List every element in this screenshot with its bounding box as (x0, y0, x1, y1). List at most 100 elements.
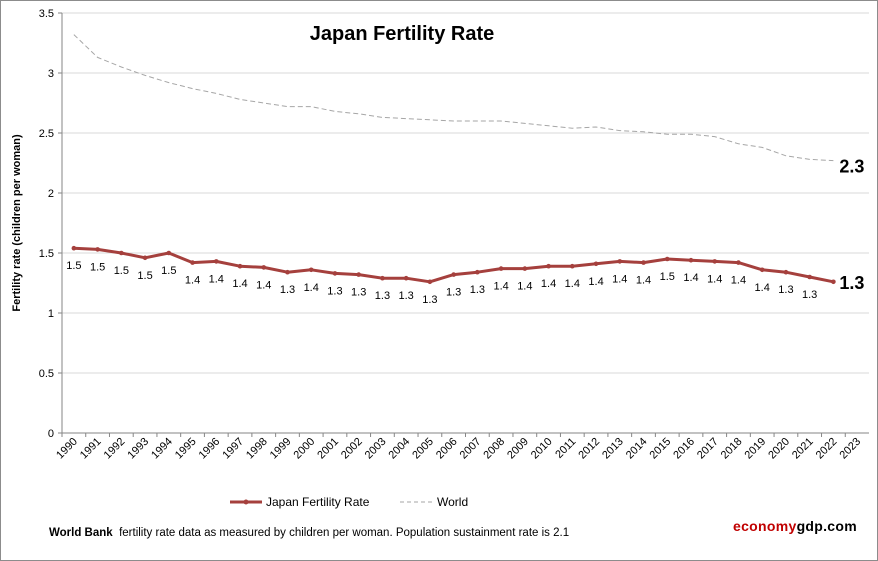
japan-data-label: 1.5 (66, 260, 81, 272)
japan-data-point (142, 255, 148, 261)
japan-data-point (380, 275, 385, 281)
x-tick-label: 1993 (125, 436, 151, 462)
japan-data-label: 1.4 (232, 278, 247, 290)
x-tick-label: 2014 (624, 436, 650, 462)
japan-data-label: 1.4 (517, 281, 532, 293)
x-tick-label: 1994 (149, 436, 175, 462)
japan-data-label: 1.4 (755, 282, 770, 294)
japan-data-point (664, 256, 670, 262)
japan-data-point (807, 274, 812, 280)
japan-data-label: 1.3 (351, 287, 366, 299)
footnote: World Bank fertility rate data as measur… (49, 527, 569, 539)
x-tick-label: 2016 (671, 436, 697, 462)
footnote-source: World Bank (49, 527, 113, 539)
x-tick-label: 1991 (78, 436, 104, 462)
x-tick-label: 2019 (743, 436, 769, 462)
y-tick-label: 1 (48, 308, 54, 320)
x-tick-label: 1995 (173, 436, 199, 462)
x-tick-label: 2013 (600, 436, 626, 462)
x-tick-label: 2021 (790, 436, 816, 462)
x-tick-label: 1992 (102, 436, 128, 462)
japan-data-point (427, 279, 433, 285)
japan-data-point (190, 260, 195, 265)
x-tick-label: 2017 (695, 436, 721, 462)
japan-data-point (213, 259, 219, 264)
y-axis-label: Fertility rate (children per woman) (11, 134, 23, 312)
japan-data-label: 1.5 (660, 271, 675, 283)
japan-data-label: 1.5 (161, 265, 176, 277)
y-tick-label: 0.5 (39, 368, 54, 380)
japan-data-label: 1.3 (422, 294, 437, 306)
x-tick-label: 2011 (553, 436, 578, 461)
x-tick-label: 1999 (268, 436, 294, 462)
japan-data-point (261, 265, 267, 270)
japan-data-point (712, 259, 718, 264)
y-tick-label: 0 (48, 428, 54, 440)
japan-data-point (522, 266, 528, 271)
japan-data-point (403, 275, 409, 281)
brand-part2: gdp.com (796, 518, 857, 534)
legend: Japan Fertility Rate World (230, 495, 468, 509)
world-end-label: 2.3 (839, 157, 864, 177)
japan-data-point (759, 267, 765, 273)
japan-data-point (570, 263, 575, 269)
japan-data-label: 1.5 (90, 261, 105, 273)
legend-japan-marker (243, 499, 249, 505)
japan-data-point (831, 279, 836, 285)
y-tick-label: 3.5 (39, 8, 54, 20)
japan-data-label: 1.3 (446, 287, 461, 299)
japan-data-point (498, 266, 504, 271)
japan-data-point (593, 261, 599, 267)
japan-end-label: 1.3 (839, 273, 864, 293)
japan-data-label: 1.3 (399, 290, 414, 302)
japan-data-label: 1.4 (588, 276, 603, 288)
japan-data-label: 1.3 (280, 284, 295, 296)
x-tick-label: 2005 (410, 436, 436, 462)
legend-japan-label: Japan Fertility Rate (266, 495, 370, 509)
x-tick-label: 1996 (197, 436, 223, 462)
japan-data-point (71, 245, 77, 251)
y-tick-label: 1.5 (39, 248, 54, 260)
japan-data-point (641, 260, 646, 265)
japan-data-point (95, 247, 100, 252)
y-tick-label: 2.5 (39, 128, 54, 140)
japan-data-point (356, 272, 361, 277)
footnote-text: fertility rate data as measured by child… (119, 527, 570, 539)
x-tick-label: 1997 (220, 436, 246, 462)
japan-data-point (119, 250, 124, 256)
y-tick-label: 3 (48, 68, 54, 80)
legend-world-label: World (437, 495, 468, 509)
brand-logo: economygdp.com (733, 518, 857, 534)
x-tick-label: 2000 (292, 436, 318, 462)
japan-data-label: 1.3 (327, 285, 342, 297)
japan-data-label: 1.5 (114, 265, 129, 277)
japan-data-label: 1.4 (304, 282, 319, 294)
x-tick-label: 2004 (386, 436, 412, 462)
x-tick-label: 2010 (529, 436, 555, 462)
y-tick-label: 2 (48, 188, 54, 200)
x-tick-label: 2018 (719, 436, 745, 462)
japan-data-label: 1.4 (612, 273, 627, 285)
x-tick-label: 1998 (244, 436, 270, 462)
x-tick-label: 2008 (481, 436, 507, 462)
japan-data-label: 1.4 (256, 279, 271, 291)
japan-data-label: 1.4 (493, 281, 508, 293)
japan-data-label: 1.3 (470, 284, 485, 296)
japan-data-label: 1.4 (209, 273, 224, 285)
japan-data-point (285, 269, 290, 275)
x-tick-label: 2020 (766, 436, 792, 462)
japan-data-label: 1.3 (778, 284, 793, 296)
brand-part1: economy (733, 518, 797, 534)
japan-data-point (736, 260, 741, 265)
japan-data-point (475, 269, 480, 275)
japan-data-point (688, 257, 694, 263)
x-tick-label: 2003 (363, 436, 389, 462)
japan-data-label: 1.4 (185, 275, 200, 287)
x-tick-label: 2012 (576, 436, 602, 462)
japan-data-label: 1.4 (683, 272, 698, 284)
x-tick-label: 2009 (505, 436, 531, 462)
chart-title: Japan Fertility Rate (310, 23, 495, 45)
world-series-line (73, 34, 834, 162)
x-tick-label: 2002 (339, 436, 365, 462)
